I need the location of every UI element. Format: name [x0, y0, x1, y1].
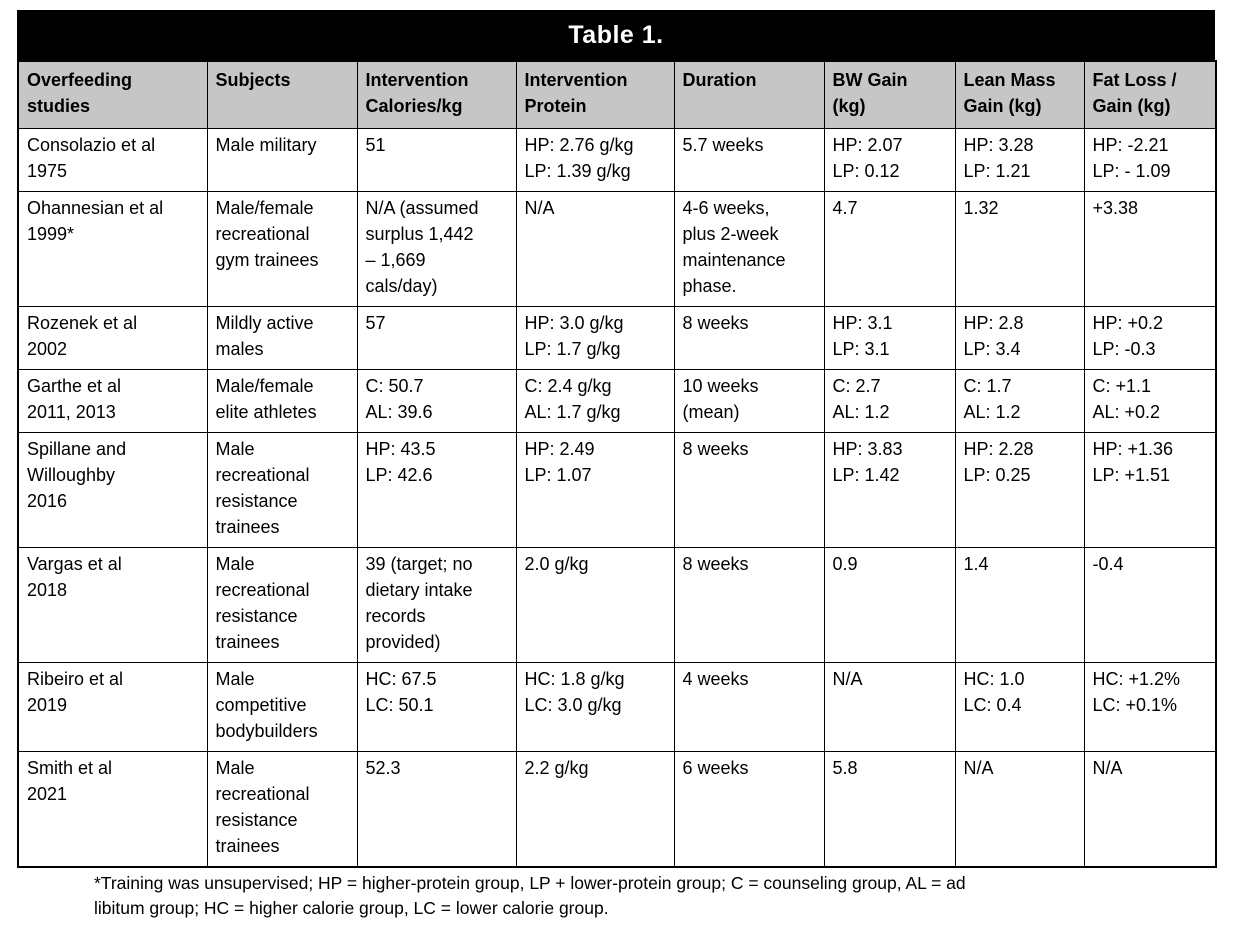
cell-duration: 4 weeks	[673, 662, 825, 752]
cell-subjects: Male/female elite athletes	[206, 369, 358, 433]
header-row: Overfeeding studies Subjects Interventio…	[17, 60, 1217, 129]
cell-lean-mass-gain: N/A	[954, 751, 1085, 868]
cell-calories: 52.3	[356, 751, 517, 868]
study-table-container: Table 1. Overfeeding studies Subjects In…	[17, 10, 1217, 921]
column-header-fat-loss-gain: Fat Loss / Gain (kg)	[1083, 60, 1217, 129]
cell-calories: N/A (assumed surplus 1,442 – 1,669 cals/…	[356, 191, 517, 307]
cell-lean-mass-gain: HP: 2.28 LP: 0.25	[954, 432, 1085, 548]
table-row-garthe: Garthe et al 2011, 2013 Male/female elit…	[17, 369, 1217, 433]
cell-fat-loss: C: +1.1 AL: +0.2	[1083, 369, 1217, 433]
cell-duration: 10 weeks (mean)	[673, 369, 825, 433]
table-row-consolazio: Consolazio et al 1975 Male military 51 H…	[17, 128, 1217, 192]
column-header-lean-mass-gain: Lean Mass Gain (kg)	[954, 60, 1085, 129]
cell-protein: HP: 2.49 LP: 1.07	[515, 432, 675, 548]
column-header-subjects: Subjects	[206, 60, 358, 129]
cell-lean-mass-gain: 1.32	[954, 191, 1085, 307]
cell-lean-mass-gain: HP: 3.28 LP: 1.21	[954, 128, 1085, 192]
cell-bw-gain: HP: 2.07 LP: 0.12	[823, 128, 956, 192]
overfeeding-studies-table: Overfeeding studies Subjects Interventio…	[17, 60, 1217, 868]
cell-bw-gain: HP: 3.83 LP: 1.42	[823, 432, 956, 548]
cell-study: Spillane and Willoughby 2016	[17, 432, 208, 548]
cell-study: Vargas et al 2018	[17, 547, 208, 663]
cell-calories: HC: 67.5 LC: 50.1	[356, 662, 517, 752]
cell-fat-loss: HC: +1.2% LC: +0.1%	[1083, 662, 1217, 752]
cell-lean-mass-gain: 1.4	[954, 547, 1085, 663]
cell-study: Rozenek et al 2002	[17, 306, 208, 370]
table-row-vargas: Vargas et al 2018 Male recreational resi…	[17, 547, 1217, 663]
cell-subjects: Male recreational resistance trainees	[206, 751, 358, 868]
cell-bw-gain: C: 2.7 AL: 1.2	[823, 369, 956, 433]
cell-bw-gain: 5.8	[823, 751, 956, 868]
cell-bw-gain: 0.9	[823, 547, 956, 663]
cell-study: Ribeiro et al 2019	[17, 662, 208, 752]
table-row-ohannesian: Ohannesian et al 1999* Male/female recre…	[17, 191, 1217, 307]
cell-fat-loss: N/A	[1083, 751, 1217, 868]
cell-calories: 57	[356, 306, 517, 370]
cell-protein: 2.0 g/kg	[515, 547, 675, 663]
cell-duration: 8 weeks	[673, 306, 825, 370]
column-header-duration: Duration	[673, 60, 825, 129]
cell-lean-mass-gain: HC: 1.0 LC: 0.4	[954, 662, 1085, 752]
cell-lean-mass-gain: HP: 2.8 LP: 3.4	[954, 306, 1085, 370]
cell-subjects: Mildly active males	[206, 306, 358, 370]
cell-protein: HP: 2.76 g/kg LP: 1.39 g/kg	[515, 128, 675, 192]
column-header-overfeeding-studies: Overfeeding studies	[17, 60, 208, 129]
table-row-rozenek: Rozenek et al 2002 Mildly active males 5…	[17, 306, 1217, 370]
cell-bw-gain: N/A	[823, 662, 956, 752]
cell-fat-loss: +3.38	[1083, 191, 1217, 307]
table-footnote: *Training was unsupervised; HP = higher-…	[94, 873, 966, 918]
column-header-intervention-protein: Intervention Protein	[515, 60, 675, 129]
cell-fat-loss: HP: -2.21 LP: - 1.09	[1083, 128, 1217, 192]
cell-protein: N/A	[515, 191, 675, 307]
table-row-smith: Smith et al 2021 Male recreational resis…	[17, 751, 1217, 868]
cell-bw-gain: HP: 3.1 LP: 3.1	[823, 306, 956, 370]
cell-subjects: Male recreational resistance trainees	[206, 547, 358, 663]
cell-subjects: Male recreational resistance trainees	[206, 432, 358, 548]
cell-duration: 8 weeks	[673, 432, 825, 548]
cell-fat-loss: -0.4	[1083, 547, 1217, 663]
cell-subjects: Male military	[206, 128, 358, 192]
cell-bw-gain: 4.7	[823, 191, 956, 307]
cell-fat-loss: HP: +0.2 LP: -0.3	[1083, 306, 1217, 370]
column-header-intervention-calories: Intervention Calories/kg	[356, 60, 517, 129]
cell-study: Smith et al 2021	[17, 751, 208, 868]
column-header-bw-gain: BW Gain (kg)	[823, 60, 956, 129]
cell-study: Ohannesian et al 1999*	[17, 191, 208, 307]
cell-duration: 8 weeks	[673, 547, 825, 663]
cell-study: Consolazio et al 1975	[17, 128, 208, 192]
table-row-ribeiro: Ribeiro et al 2019 Male competitive body…	[17, 662, 1217, 752]
cell-protein: HP: 3.0 g/kg LP: 1.7 g/kg	[515, 306, 675, 370]
table-title: Table 1.	[17, 10, 1215, 60]
cell-calories: 39 (target; no dietary intake records pr…	[356, 547, 517, 663]
cell-fat-loss: HP: +1.36 LP: +1.51	[1083, 432, 1217, 548]
cell-calories: 51	[356, 128, 517, 192]
table-row-spillane: Spillane and Willoughby 2016 Male recrea…	[17, 432, 1217, 548]
cell-duration: 4-6 weeks, plus 2-week maintenance phase…	[673, 191, 825, 307]
cell-protein: 2.2 g/kg	[515, 751, 675, 868]
cell-duration: 5.7 weeks	[673, 128, 825, 192]
cell-study: Garthe et al 2011, 2013	[17, 369, 208, 433]
cell-protein: HC: 1.8 g/kg LC: 3.0 g/kg	[515, 662, 675, 752]
cell-duration: 6 weeks	[673, 751, 825, 868]
cell-calories: C: 50.7 AL: 39.6	[356, 369, 517, 433]
cell-lean-mass-gain: C: 1.7 AL: 1.2	[954, 369, 1085, 433]
cell-calories: HP: 43.5 LP: 42.6	[356, 432, 517, 548]
cell-subjects: Male/female recreational gym trainees	[206, 191, 358, 307]
cell-protein: C: 2.4 g/kg AL: 1.7 g/kg	[515, 369, 675, 433]
cell-subjects: Male competitive bodybuilders	[206, 662, 358, 752]
